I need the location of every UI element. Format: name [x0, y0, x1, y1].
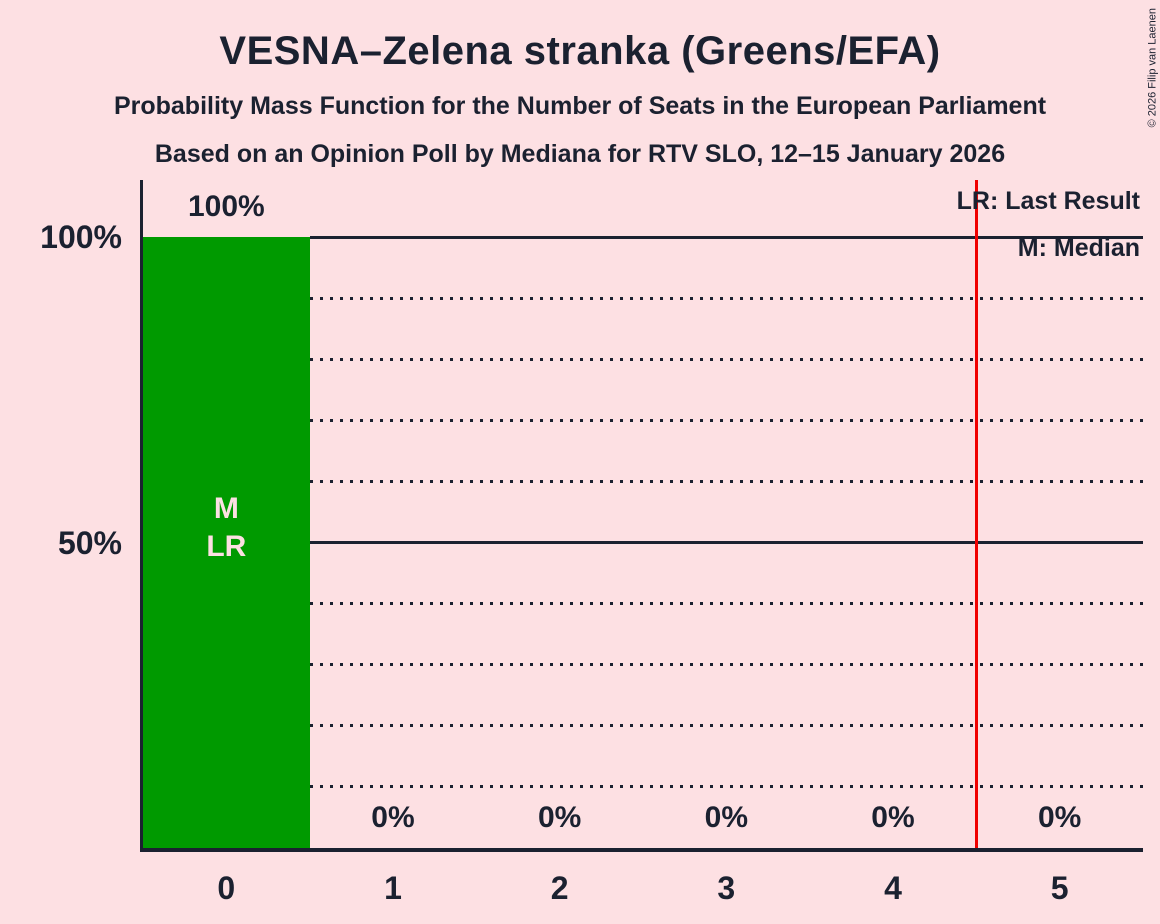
bar-value-label: 0%: [704, 801, 748, 834]
dotted-gridline-10: [309, 785, 1143, 789]
y-tick-label-50: 50%: [57, 524, 122, 561]
legend-median-label: M: Median: [1017, 234, 1140, 262]
x-tick-label-0: 0: [217, 870, 236, 906]
chart-subtitle-line-2: Based on an Opinion Poll by Mediana for …: [154, 140, 1006, 168]
solid-gridline-100: [309, 235, 1143, 239]
y-tick-label-100: 100%: [40, 219, 122, 255]
last-result-marker-label: LR: [206, 529, 247, 563]
x-tick-label-3: 3: [717, 870, 736, 906]
x-tick-label-4: 4: [884, 870, 902, 906]
chart-subtitle-line-1: Probability Mass Function for the Number…: [113, 92, 1047, 120]
dotted-gridline-70: [309, 418, 1143, 422]
bar-value-label: 0%: [371, 801, 415, 834]
x-tick-label-5: 5: [1050, 870, 1069, 906]
page-title: VESNA–Zelena stranka (Greens/EFA): [219, 29, 941, 73]
median-marker-label: M: [213, 491, 239, 525]
legend-last-result-label: LR: Last Result: [956, 187, 1140, 215]
dotted-gridline-20: [309, 724, 1143, 728]
probability-bar: [143, 237, 310, 848]
dotted-gridline-60: [309, 479, 1143, 483]
bar-value-label: 0%: [537, 801, 582, 834]
bar-value-label: 0%: [1037, 801, 1082, 834]
dotted-gridline-40: [309, 602, 1143, 606]
x-tick-label-2: 2: [550, 870, 569, 906]
solid-gridline-50: [309, 541, 1143, 544]
bar-value-label: 0%: [871, 801, 915, 834]
bar-value-label: 100%: [187, 190, 265, 223]
x-tick-label-1: 1: [384, 870, 402, 906]
bar-annotation: M LR: [143, 222, 310, 833]
copyright-notice: © 2026 Filip van Laenen: [1146, 8, 1158, 128]
majority-threshold-line: [974, 180, 978, 848]
dotted-gridline-90: [309, 296, 1143, 300]
dotted-gridline-80: [309, 357, 1143, 361]
dotted-gridline-30: [309, 663, 1143, 667]
plot-area: 100% M LR 0% 0% 0% 0% 0%: [140, 180, 1143, 852]
